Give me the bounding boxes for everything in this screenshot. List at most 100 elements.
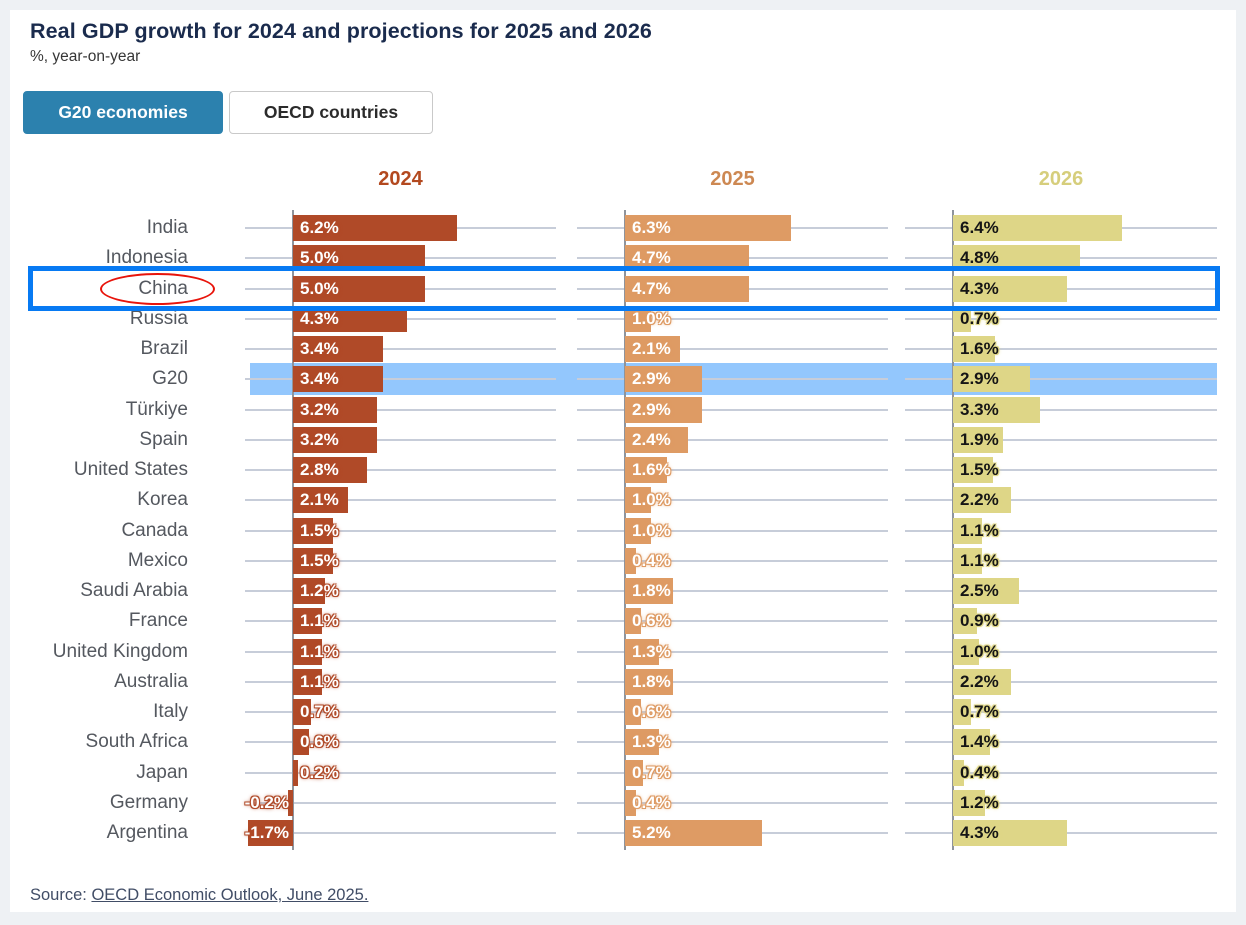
value-label-2026-t-rkiye: 3.3% <box>960 399 999 419</box>
gridline <box>245 741 556 744</box>
column-header-2025: 2025 <box>710 168 755 190</box>
value-label-2025-germany: 0.4% <box>632 792 671 812</box>
tab-g20-economies[interactable]: G20 economies <box>23 91 223 134</box>
value-label-2026-india: 6.4% <box>960 218 999 237</box>
country-label-brazil: Brazil <box>140 338 188 359</box>
bar-2024-germany <box>287 789 293 816</box>
gridline <box>245 711 556 713</box>
bar-2024-argentina <box>248 820 293 846</box>
bar-2025-korea <box>625 487 652 514</box>
value-label-2026-japan: 0.4% <box>960 762 999 782</box>
bar-2026-germany <box>953 789 985 816</box>
country-label-argentina: Argentina <box>106 822 188 843</box>
gridline <box>577 650 888 653</box>
country-label-canada: Canada <box>121 519 188 541</box>
value-label-2024-russia: 4.3% <box>300 308 339 328</box>
value-label-2025-saudi-arabia: 1.8% <box>632 581 671 600</box>
bar-2025-argentina <box>625 820 763 846</box>
value-label-2024-brazil: 3.4% <box>300 339 339 358</box>
bar-2025-germany <box>625 789 636 816</box>
value-label-2026-france: 0.9% <box>960 611 999 631</box>
country-label-germany: Germany <box>109 791 188 813</box>
value-label-2024-united-states: 2.8% <box>300 460 339 479</box>
country-label-italy: Italy <box>153 701 188 722</box>
gridline <box>577 711 888 713</box>
value-label-2024-france: 1.1% <box>300 611 339 631</box>
value-label-2025-australia: 1.8% <box>632 671 671 691</box>
gridline <box>577 680 888 683</box>
country-label-mexico: Mexico <box>127 549 188 571</box>
gridline <box>905 317 1217 320</box>
gridline <box>245 771 556 774</box>
country-label-japan: Japan <box>136 761 188 783</box>
value-label-2026-spain: 1.9% <box>960 429 999 449</box>
value-label-2026-italy: 0.7% <box>960 702 999 721</box>
gridline <box>245 801 556 804</box>
column-header-2024: 2024 <box>378 168 423 190</box>
bar-2026-brazil <box>953 336 996 362</box>
bar-2026-france <box>953 608 977 635</box>
country-label-t-rkiye: Türkiye <box>125 398 188 420</box>
gridline <box>245 620 556 623</box>
gridline <box>577 348 888 350</box>
bar-2026-united-states <box>953 457 993 483</box>
country-label-g20: G20 <box>152 368 188 390</box>
value-label-2026-germany: 1.2% <box>960 792 999 812</box>
value-label-2026-russia: 0.7% <box>960 308 999 328</box>
value-label-2026-indonesia: 4.8% <box>960 248 999 268</box>
value-label-2025-brazil: 2.1% <box>632 339 671 358</box>
bar-2026-russia <box>953 305 972 332</box>
bar-2024-india <box>293 215 457 241</box>
bar-2026-canada <box>953 517 983 544</box>
bar-2026-united-kingdom <box>953 638 980 665</box>
bar-2025-india <box>625 215 792 241</box>
bar-2024-japan <box>293 759 299 786</box>
value-label-2025-china: 4.7% <box>632 278 671 298</box>
gridline <box>577 438 888 441</box>
bar-2025-saudi-arabia <box>625 578 673 604</box>
gridline <box>577 559 888 562</box>
gridline <box>905 378 1217 381</box>
gridline <box>245 378 556 381</box>
value-label-2026-saudi-arabia: 2.5% <box>960 581 999 600</box>
bar-2026-australia <box>953 668 1012 695</box>
country-label-korea: Korea <box>137 489 188 511</box>
bar-2026-argentina <box>953 820 1067 846</box>
value-label-2024-g20: 3.4% <box>300 369 339 389</box>
bar-2026-india <box>953 215 1122 241</box>
value-label-2024-saudi-arabia: 1.2% <box>300 581 339 600</box>
gridline <box>245 559 556 562</box>
value-label-2024-t-rkiye: 3.2% <box>300 399 339 419</box>
gridline <box>905 650 1217 653</box>
value-label-2025-india: 6.3% <box>632 218 671 237</box>
value-label-2025-russia: 1.0% <box>632 308 671 328</box>
bar-2024-france <box>293 608 323 635</box>
gridline <box>245 499 556 502</box>
country-label-united-kingdom: United Kingdom <box>52 640 188 662</box>
value-label-2024-indonesia: 5.0% <box>300 248 339 268</box>
bar-2025-china <box>625 275 750 302</box>
bar-2025-japan <box>625 759 644 786</box>
value-label-2026-mexico: 1.1% <box>960 550 999 570</box>
value-label-2024-united-kingdom: 1.1% <box>300 641 339 661</box>
source-note: Source: OECD Economic Outlook, June 2025… <box>30 886 368 905</box>
bar-2024-g20 <box>293 366 383 393</box>
value-label-2024-mexico: 1.5% <box>300 550 339 570</box>
value-label-2024-china: 5.0% <box>300 278 339 298</box>
tab-oecd-countries[interactable]: OECD countries <box>229 91 433 134</box>
bar-2026-korea <box>953 487 1012 514</box>
country-label-india: India <box>146 217 188 238</box>
bar-2026-t-rkiye <box>953 396 1041 423</box>
value-label-2024-india: 6.2% <box>300 218 339 237</box>
bar-2024-china <box>293 275 425 302</box>
gridline <box>245 529 556 532</box>
gridline <box>577 529 888 532</box>
china-row-highlight-box <box>28 265 1220 311</box>
bar-2025-canada <box>625 517 652 544</box>
bar-2024-united-states <box>293 457 367 483</box>
value-label-2024-australia: 1.1% <box>300 671 339 691</box>
china-label-red-ellipse <box>100 272 215 305</box>
bar-2026-g20 <box>953 366 1030 393</box>
country-label-saudi-arabia: Saudi Arabia <box>80 580 188 601</box>
source-link[interactable]: OECD Economic Outlook, June 2025. <box>91 886 369 904</box>
